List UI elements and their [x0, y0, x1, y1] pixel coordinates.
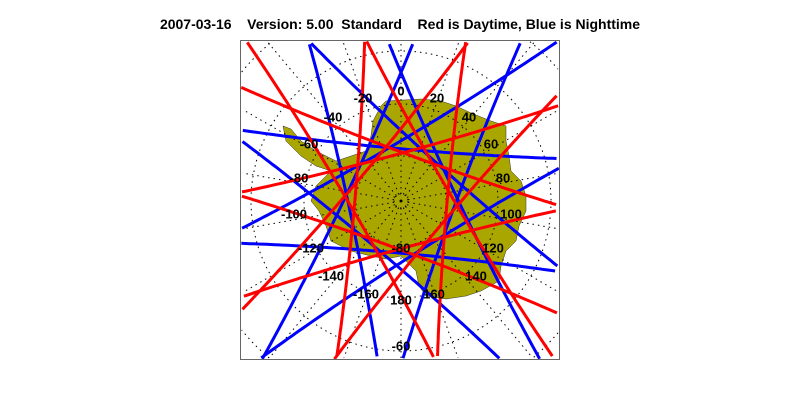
- daytime-track: [241, 42, 469, 311]
- nighttime-track: [241, 241, 556, 273]
- meridian-line: [268, 206, 397, 359]
- lon-label: 100: [500, 206, 522, 222]
- lon-label: -20: [353, 90, 373, 106]
- lon-label: -40: [323, 109, 343, 125]
- lon-label: -100: [280, 206, 308, 222]
- latitude-circle: [529, 41, 559, 70]
- lon-label: 160: [423, 286, 445, 302]
- meridian-line: [407, 172, 558, 201]
- orbit-tracks: [241, 41, 559, 359]
- nighttime-track: [242, 128, 557, 160]
- lon-label: 40: [461, 109, 477, 125]
- polar-map: 0 20 -20 40 -40 60 -60 80 -80 100 -100 1…: [240, 40, 560, 360]
- lon-label: 180: [390, 292, 412, 308]
- graticule: [241, 41, 559, 359]
- meridian-line: [267, 42, 397, 196]
- lon-label: -120: [297, 240, 325, 256]
- daytime-track: [436, 42, 468, 357]
- lon-label: 20: [429, 90, 445, 106]
- lat-label: -60: [391, 338, 411, 354]
- nighttime-track: [261, 43, 415, 359]
- daytime-track: [365, 41, 554, 357]
- daytime-track: [241, 194, 558, 315]
- lon-label: 80: [495, 170, 511, 186]
- plot-title: 2007-03-16 Version: 5.00 Standard Red is…: [0, 16, 800, 32]
- version: Version: 5.00: [247, 16, 334, 32]
- latitude-circle: [393, 193, 409, 209]
- meridian-line: [405, 206, 534, 359]
- color-legend: Red is Daytime, Blue is Nighttime: [417, 16, 641, 32]
- lon-label: -140: [317, 268, 345, 284]
- date: 2007-03-16: [159, 16, 232, 32]
- daytime-track: [335, 41, 367, 356]
- daytime-track: [241, 86, 557, 207]
- meridian-line: [405, 42, 535, 196]
- meridian-line: [406, 204, 559, 292]
- lon-label: -60: [299, 136, 319, 152]
- nighttime-track: [260, 166, 559, 359]
- lon-label: 60: [483, 136, 499, 152]
- lon-label: -80: [289, 170, 309, 186]
- lon-label: -160: [352, 286, 380, 302]
- nighttime-track: [401, 42, 522, 359]
- mode: Standard: [341, 16, 402, 32]
- south-pole-marker: [399, 199, 403, 203]
- meridian-line: [402, 207, 459, 359]
- meridian-line: [407, 201, 558, 230]
- map-canvas: [241, 41, 559, 359]
- lon-label: 120: [482, 240, 504, 256]
- daytime-track: [333, 94, 558, 359]
- lon-label: 140: [465, 268, 487, 284]
- lat-label: -80: [391, 240, 411, 256]
- nighttime-track: [241, 41, 558, 230]
- lon-label: 0: [397, 83, 405, 99]
- meridian-line: [406, 110, 559, 198]
